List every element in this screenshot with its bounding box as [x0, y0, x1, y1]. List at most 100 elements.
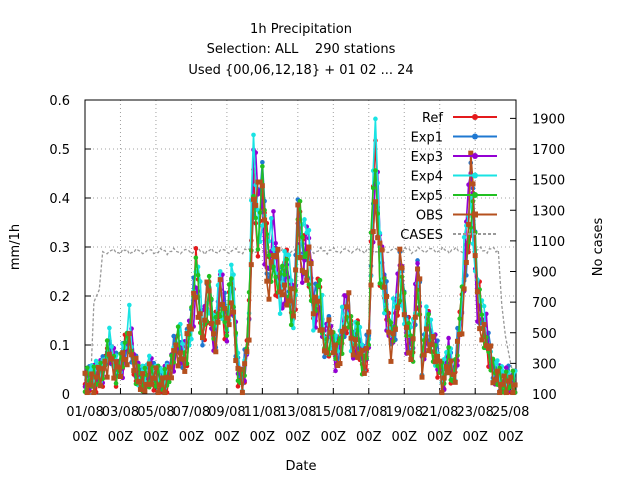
data-point [242, 361, 248, 367]
data-point [226, 282, 232, 287]
data-point [217, 269, 223, 274]
data-point [279, 292, 285, 298]
data-point [171, 348, 177, 354]
legend-label: Exp5 [411, 189, 443, 204]
data-point [282, 249, 287, 254]
legend-marker [472, 172, 478, 179]
data-point [424, 304, 429, 309]
data-point [155, 390, 161, 396]
data-point [268, 216, 274, 221]
data-point [446, 370, 452, 376]
data-point [359, 342, 365, 348]
data-point [222, 306, 228, 312]
data-point [142, 365, 148, 371]
data-point [344, 304, 350, 310]
x-tick-label-hour: 00Z [179, 430, 205, 445]
data-point [153, 365, 159, 371]
data-point [268, 259, 274, 265]
data-point [510, 390, 516, 396]
data-point [352, 337, 358, 343]
data-point [202, 317, 208, 323]
data-point [486, 346, 492, 352]
data-point [260, 164, 265, 169]
data-point [193, 255, 199, 261]
data-point [359, 347, 365, 353]
cases-line [85, 245, 517, 392]
data-point [271, 247, 276, 252]
data-point [122, 357, 128, 363]
data-point [107, 325, 112, 331]
data-point [127, 302, 132, 308]
legend-entry-cases: CASES [400, 228, 497, 243]
y-tick-label: 0.5 [49, 143, 70, 158]
data-point [149, 381, 155, 387]
data-point [173, 342, 179, 348]
data-point [459, 331, 465, 337]
data-point [113, 359, 119, 365]
data-point [111, 375, 117, 381]
data-point [390, 296, 396, 301]
data-point [180, 356, 186, 362]
data-point [84, 390, 90, 396]
data-point [168, 375, 174, 381]
data-point [381, 284, 387, 290]
data-point [479, 312, 485, 318]
legend-entry-exp1: Exp1 [411, 131, 497, 146]
data-point [122, 340, 128, 346]
data-point [151, 388, 157, 393]
data-point [406, 350, 412, 356]
data-point [175, 363, 181, 369]
legend-label: Exp3 [411, 150, 443, 165]
data-point [328, 329, 334, 335]
data-point [403, 324, 409, 330]
data-point [450, 372, 456, 378]
data-point [302, 217, 307, 222]
data-point [355, 354, 361, 360]
data-point [126, 331, 132, 337]
x-tick-label-date: 19/08 [386, 405, 423, 420]
data-point [262, 217, 268, 223]
data-point [350, 352, 356, 358]
y2-axis-label: No cases [591, 218, 606, 277]
legend-marker [472, 133, 478, 140]
data-point [499, 381, 505, 387]
data-point [166, 364, 172, 370]
data-point [171, 333, 176, 339]
data-point [189, 336, 194, 342]
data-point [341, 326, 347, 332]
x-tick-label-date: 17/08 [350, 405, 387, 420]
data-point [477, 326, 483, 332]
data-point [273, 254, 279, 260]
legend-entry-obs: OBS [416, 209, 497, 224]
data-point [430, 334, 436, 340]
data-point [266, 296, 272, 302]
data-point [326, 317, 332, 323]
data-point [297, 198, 303, 204]
series-obs [82, 150, 518, 396]
data-point [301, 269, 307, 275]
data-point [251, 132, 256, 138]
data-point [166, 379, 172, 385]
data-point [377, 281, 383, 286]
data-point [308, 261, 314, 267]
data-point [260, 223, 265, 228]
data-point [162, 366, 168, 372]
data-point [91, 364, 97, 369]
data-point [317, 277, 323, 283]
data-point [483, 343, 489, 349]
data-point [271, 209, 276, 214]
data-point [91, 390, 97, 396]
legend-label: Ref [422, 111, 443, 126]
data-point [86, 382, 92, 388]
y2-tick-label: 300 [532, 357, 557, 372]
data-point [222, 319, 227, 325]
data-point [299, 280, 305, 285]
data-point [333, 342, 339, 348]
x-tick-label-hour: 00Z [285, 430, 311, 445]
data-point [288, 278, 294, 283]
x-axis-label: Date [285, 459, 316, 474]
data-point [388, 320, 394, 325]
data-point [330, 350, 336, 356]
data-point [322, 354, 327, 360]
